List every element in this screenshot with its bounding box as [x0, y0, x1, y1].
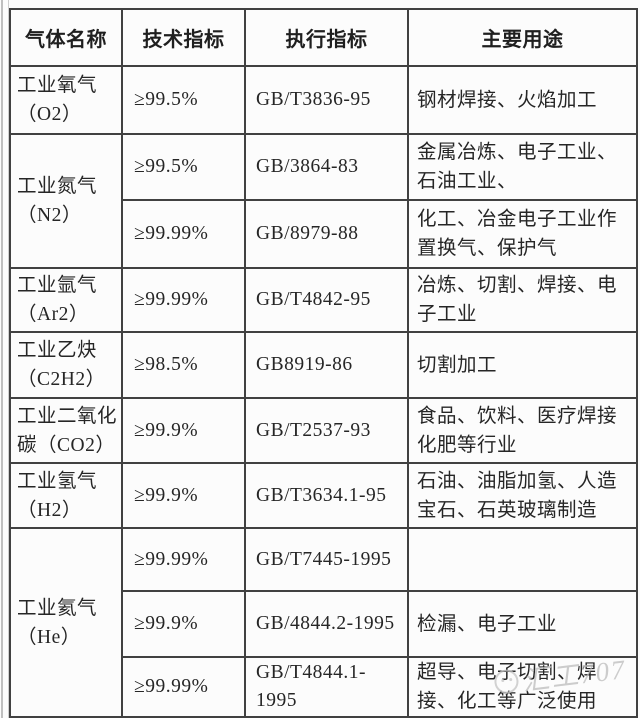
usage-cell: 切割加工	[407, 331, 638, 399]
gas-name-cell: 工业乙炔 （C2H2）	[9, 331, 123, 399]
spec-cell: ≥99.5%	[121, 65, 246, 135]
gas-name-cell: 工业氢气 （H2）	[9, 462, 123, 529]
standard-cell: GB/T4844.1- 1995	[244, 656, 409, 718]
gas-name-cell: 工业氦气 （He）	[9, 527, 123, 718]
usage-cell	[407, 527, 638, 592]
col-header-gas-name: 气体名称	[9, 8, 123, 67]
usage-cell: 冶炼、切割、焊接、电子工业	[407, 267, 638, 333]
gas-name-cell: 工业氧气 （O2）	[9, 65, 123, 135]
gas-name-cell: 工业氩气 （Ar2）	[9, 267, 123, 333]
spec-cell: ≥99.99%	[121, 199, 246, 269]
table-row-hydrogen: 工业氢气 （H2） ≥99.9% GB/T3634.1-95 石油、油脂加氢、人…	[9, 462, 638, 529]
col-header-standard: 执行指标	[244, 8, 409, 67]
usage-cell: 金属冶炼、电子工业、石油工业、	[407, 133, 638, 201]
standard-cell: GB8919-86	[244, 331, 409, 399]
standard-cell: GB/8979-88	[244, 199, 409, 269]
spec-cell: ≥99.5%	[121, 133, 246, 201]
table-row-helium-3: ≥99.99% GB/T4844.1- 1995 超导、电子切割、焊接、化工等广…	[10, 656, 638, 718]
table-row-acetylene: 工业乙炔 （C2H2） ≥98.5% GB8919-86 切割加工	[9, 331, 638, 399]
spec-cell: ≥99.99%	[121, 527, 246, 592]
spec-cell: ≥99.9%	[121, 397, 246, 464]
usage-cell: 食品、饮料、医疗焊接化肥等行业	[407, 397, 638, 464]
table-row-nitrogen-1: 工业氮气 （N2） ≥99.5% GB/3864-83 金属冶炼、电子工业、石油…	[9, 133, 638, 269]
standard-cell: GB/T4842-95	[244, 267, 409, 333]
spec-cell: ≥99.9%	[121, 462, 246, 529]
spec-cell: ≥99.99%	[121, 267, 246, 333]
table-row-helium-1: 工业氦气 （He） ≥99.99% GB/T7445-1995	[9, 527, 638, 718]
table-row-nitrogen-2: ≥99.99% GB/8979-88 化工、冶金电子工业作置换气、保护气	[10, 199, 638, 269]
gas-name-cell: 工业氮气 （N2）	[9, 133, 123, 269]
gas-spec-table: 气体名称 技术指标 执行指标 主要用途 工业氧气 （O2） ≥99.5% GB/…	[9, 8, 638, 718]
table-row-oxygen: 工业氧气 （O2） ≥99.5% GB/T3836-95 钢材焊接、火焰加工	[9, 65, 638, 135]
usage-cell: 石油、油脂加氢、人造宝石、石英玻璃制造	[407, 462, 638, 529]
standard-cell: GB/T2537-93	[244, 397, 409, 464]
usage-cell: 超导、电子切割、焊接、化工等广泛使用	[407, 656, 638, 718]
standard-cell: GB/3864-83	[244, 133, 409, 201]
table-header-row: 气体名称 技术指标 执行指标 主要用途	[9, 8, 638, 67]
standard-cell: GB/T3836-95	[244, 65, 409, 135]
table-row-argon: 工业氩气 （Ar2） ≥99.99% GB/T4842-95 冶炼、切割、焊接、…	[9, 267, 638, 333]
spec-cell: ≥99.99%	[121, 656, 246, 718]
spec-cell: ≥98.5%	[121, 331, 246, 399]
usage-cell: 钢材焊接、火焰加工	[407, 65, 638, 135]
standard-cell: GB/T7445-1995	[244, 527, 409, 592]
table-row-co2: 工业二氧化 碳（CO2） ≥99.9% GB/T2537-93 食品、饮料、医疗…	[9, 397, 638, 464]
col-header-main-use: 主要用途	[407, 8, 638, 67]
usage-cell: 检漏、电子工业	[407, 590, 638, 658]
spec-cell: ≥99.9%	[121, 590, 246, 658]
col-header-tech-spec: 技术指标	[121, 8, 246, 67]
gas-name-cell: 工业二氧化 碳（CO2）	[9, 397, 123, 464]
table-row-helium-2: ≥99.9% GB/4844.2-1995 检漏、电子工业	[10, 590, 638, 658]
scan-edge-line	[1, 0, 9, 718]
usage-cell: 化工、冶金电子工业作置换气、保护气	[407, 199, 638, 269]
standard-cell: GB/4844.2-1995	[244, 590, 409, 658]
standard-cell: GB/T3634.1-95	[244, 462, 409, 529]
